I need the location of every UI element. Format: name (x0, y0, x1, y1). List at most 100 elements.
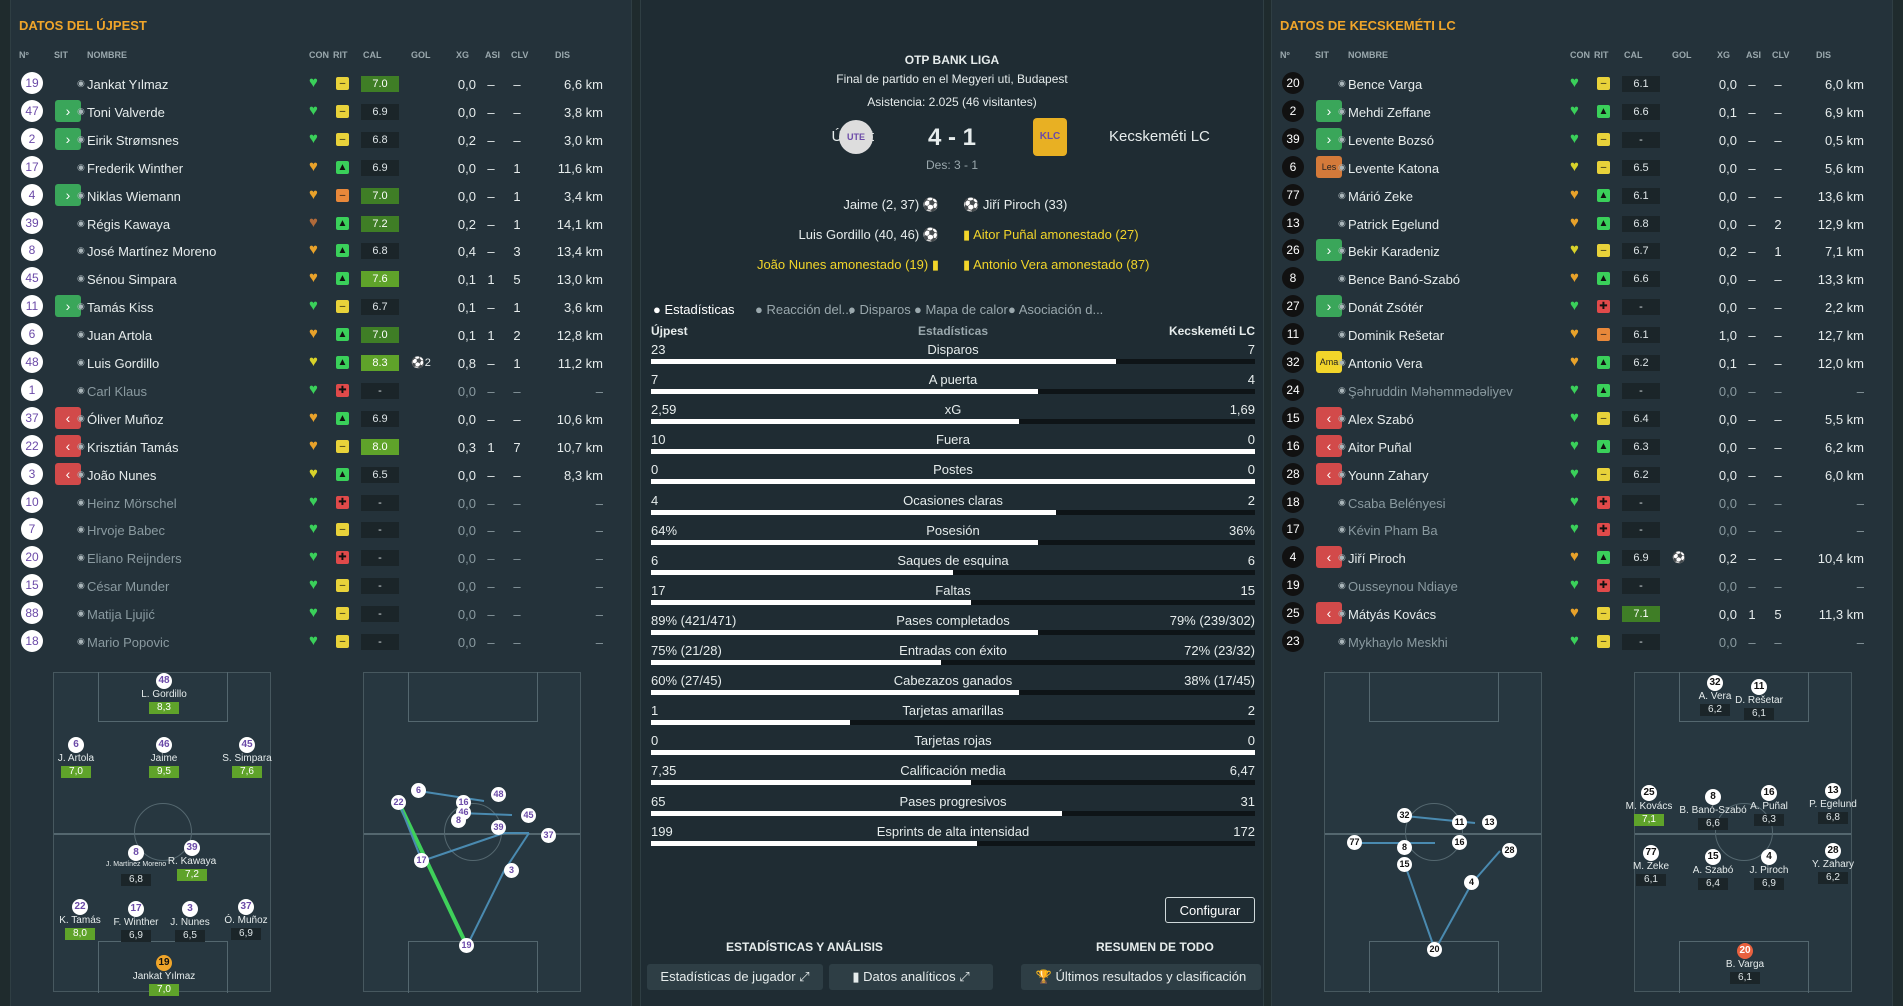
analytics-button[interactable]: ▮ Datos analíticos ⤢ (829, 964, 993, 990)
player-name[interactable]: César Munder (87, 579, 170, 595)
player-name[interactable]: Younn Zahary (1348, 467, 1429, 483)
player-name[interactable]: Bekir Karadeniz (1348, 244, 1440, 260)
lineup-marker[interactable]: 17 (128, 901, 144, 917)
player-row[interactable]: 77 ◉ Márió Zeke ♥ ▲ 6.1 0,0– –13,6 km (1272, 182, 1880, 210)
player-name[interactable]: Eliano Reijnders (87, 551, 182, 567)
column-header[interactable]: CON (309, 50, 329, 60)
player-row[interactable]: 39 ◉ Régis Kawaya ♥ ▲ 7.2 0,2– 1 14,1 km (11, 210, 619, 238)
player-name[interactable]: Eirik Strømsnes (87, 132, 179, 148)
column-header[interactable]: DIS (555, 50, 571, 60)
player-row[interactable]: 15 ‹ ◉ Alex Szabó ♥ –6.4 0,0– –5,5 km (1272, 405, 1880, 433)
player-stats-button[interactable]: Estadísticas de jugador ⤢ (647, 964, 823, 990)
lineup-marker[interactable]: 45 (239, 737, 255, 753)
tab-2[interactable]: ● Disparos (848, 302, 911, 317)
player-name[interactable]: Patrick Egelund (1348, 216, 1440, 232)
player-name[interactable]: Niklas Wiemann (87, 188, 181, 204)
column-header[interactable]: CLV (511, 50, 529, 60)
player-row[interactable]: 19 ◉ Ousseynou Ndiaye ♥ ✚ -0,0– – – (1272, 572, 1880, 600)
player-row[interactable]: 7 ◉ Hrvoje Babec ♥ – -0,0– – – (11, 516, 619, 544)
tab-estadisticas[interactable]: ● Estadísticas (653, 302, 735, 317)
player-row[interactable]: 3 ‹ ◉ João Nunes ♥ ▲ 6.5 0,0– –8,3 km (11, 461, 619, 489)
lineup-marker[interactable]: 4 (1761, 849, 1777, 865)
player-row[interactable]: 17 ◉ Frederik Winther ♥ ▲ 6.9 0,0– 1 11,6 km (11, 154, 619, 182)
player-name[interactable]: Csaba Belényesi (1348, 495, 1446, 511)
player-name[interactable]: Ousseynou Ndiaye (1348, 579, 1458, 595)
lineup-marker[interactable]: 48 (156, 673, 172, 689)
player-row[interactable]: 45 ◉ Sénou Simpara ♥ ▲ 7.6 0,1 1 5 13,0 km (11, 265, 619, 293)
lineup-marker[interactable]: 37 (238, 899, 254, 915)
lineup-marker[interactable]: 46 (156, 737, 172, 753)
column-header[interactable]: Nº (1280, 50, 1290, 60)
player-row[interactable]: 16 ‹ ◉ Aitor Puñal ♥ ▲ 6.3 0,0– –6,2 km (1272, 433, 1880, 461)
tab-3[interactable]: ● Mapa de calor (914, 302, 1008, 317)
player-name[interactable]: Carl Klaus (87, 383, 147, 399)
player-name[interactable]: Jiří Piroch (1348, 551, 1406, 567)
player-row[interactable]: 1 ◉ Carl Klaus ♥ ✚ -0,0– – – (11, 377, 619, 405)
player-row[interactable]: 8 ◉ José Martínez Moreno ♥ ▲ 6.8 0,4– 3 13,4 km (11, 237, 619, 265)
player-row[interactable]: 13 ◉ Patrick Egelund ♥ ▲ 6.8 0,0– 2 12,9 km (1272, 210, 1880, 238)
player-name[interactable]: Heinz Mörschel (87, 495, 177, 511)
player-name[interactable]: Luis Gordillo (87, 356, 160, 371)
lineup-marker[interactable]: 77 (1643, 845, 1659, 861)
column-header[interactable]: SIT (1315, 50, 1330, 60)
player-row[interactable]: 47 › ◉ Toni Valverde ♥ –6.9 0,0– –3,8 km (11, 98, 619, 126)
player-row[interactable]: 15 ◉ César Munder ♥ – -0,0– – – (11, 572, 619, 600)
lineup-marker[interactable]: 3 (182, 901, 198, 917)
player-name[interactable]: Mátyás Kovács (1348, 607, 1437, 623)
player-name[interactable]: Régis Kawaya (87, 216, 171, 232)
lineup-marker[interactable]: 8 (128, 845, 144, 861)
lineup-marker[interactable]: 11 (1751, 679, 1767, 695)
player-name[interactable]: Frederik Winther (87, 160, 184, 176)
player-name[interactable]: Hrvoje Babec (87, 523, 166, 539)
player-row[interactable]: 11 ◉ Dominik Rešetar ♥ –6.1 1,0– –12,7 km (1272, 321, 1880, 349)
player-name[interactable]: Dominik Rešetar (1348, 328, 1445, 344)
column-header[interactable]: SIT (54, 50, 69, 60)
player-name[interactable]: Levente Bozsó (1348, 132, 1435, 148)
column-header[interactable]: CAL (363, 50, 382, 60)
player-row[interactable]: 48 ◉ Luis Gordillo ♥ ▲ 8.3 ⚽2 0,8– 1 11,2 km (11, 349, 619, 377)
player-row[interactable]: 6 Les ◉ Levente Katona ♥ –6.5 0,0– –5,6 km (1272, 154, 1880, 182)
player-name[interactable]: João Nunes (87, 467, 157, 483)
results-button[interactable]: 🏆 Últimos resultados y clasificación (1021, 964, 1261, 990)
player-name[interactable]: Alex Szabó (1348, 411, 1414, 427)
column-header[interactable]: ASI (485, 50, 501, 60)
lineup-marker[interactable]: 25 (1641, 785, 1657, 801)
tab-1[interactable]: ● Reacción del... (755, 302, 853, 317)
player-name[interactable]: Bence Banó-Szabó (1348, 272, 1461, 288)
player-row[interactable]: 19 ◉ Jankat Yılmaz ♥ –7.0 0,0– –6,6 km (11, 70, 619, 98)
player-row[interactable]: 25 ‹ ◉ Mátyás Kovács ♥ –7.1 0,0 1 5 11,3 km (1272, 600, 1880, 628)
away-team-name[interactable]: Kecskeméti LC (1109, 128, 1210, 145)
tab-4[interactable]: ● Asociación d... (1008, 302, 1104, 317)
player-name[interactable]: Mykhaylo Meskhi (1348, 635, 1448, 650)
lineup-marker[interactable]: 15 (1705, 849, 1721, 865)
lineup-marker[interactable]: 20 (1737, 943, 1753, 959)
column-header[interactable]: RIT (333, 50, 348, 60)
home-crest-icon[interactable]: UTE (839, 120, 873, 154)
player-name[interactable]: Matija Ljujić (87, 607, 155, 623)
player-row[interactable]: 18 ◉ Mario Popovic ♥ – -0,0– – – (11, 628, 619, 656)
player-row[interactable]: 28 ‹ ◉ Younn Zahary ♥ –6.2 0,0– –6,0 km (1272, 461, 1880, 489)
column-header[interactable]: CLV (1772, 50, 1790, 60)
column-header[interactable]: NOMBRE (87, 50, 127, 60)
player-row[interactable]: 32 Ama ◉ Antonio Vera ♥ ▲ 6.2 0,1– –12,0 km (1272, 349, 1880, 377)
player-row[interactable]: 6 ◉ Juan Artola ♥ ▲ 7.0 0,1 1 2 12,8 km (11, 321, 619, 349)
lineup-marker[interactable]: 22 (72, 899, 88, 915)
column-header[interactable]: RIT (1594, 50, 1609, 60)
lineup-marker[interactable]: 8 (1705, 789, 1721, 805)
player-name[interactable]: Mehdi Zeffane (1348, 104, 1431, 120)
player-row[interactable]: 27 › ◉ Donát Zsótér ♥ ✚ -0,0– –2,2 km (1272, 293, 1880, 321)
player-row[interactable]: 17 ◉ Kévin Pham Ba ♥ ✚ -0,0– – – (1272, 516, 1880, 544)
lineup-marker[interactable]: 19 (156, 955, 172, 971)
player-row[interactable]: 10 ◉ Heinz Mörschel ♥ ✚ -0,0– – – (11, 489, 619, 517)
player-row[interactable]: 2 › ◉ Eirik Strømsnes ♥ –6.8 0,2– –3,0 km (11, 126, 619, 154)
player-row[interactable]: 37 ‹ ◉ Óliver Muñoz ♥ ▲ 6.9 0,0– –10,6 km (11, 405, 619, 433)
player-name[interactable]: Kévin Pham Ba (1348, 523, 1438, 539)
player-name[interactable]: Krisztián Tamás (87, 439, 179, 455)
column-header[interactable]: XG (456, 50, 470, 60)
lineup-marker[interactable]: 16 (1761, 785, 1777, 801)
player-name[interactable]: Şəhruddin Məhəmmədəliyev (1348, 383, 1513, 399)
player-name[interactable]: Tamás Kiss (87, 300, 154, 316)
player-name[interactable]: Sénou Simpara (87, 272, 177, 288)
column-header[interactable]: DIS (1816, 50, 1832, 60)
lineup-marker[interactable]: 13 (1825, 783, 1841, 799)
